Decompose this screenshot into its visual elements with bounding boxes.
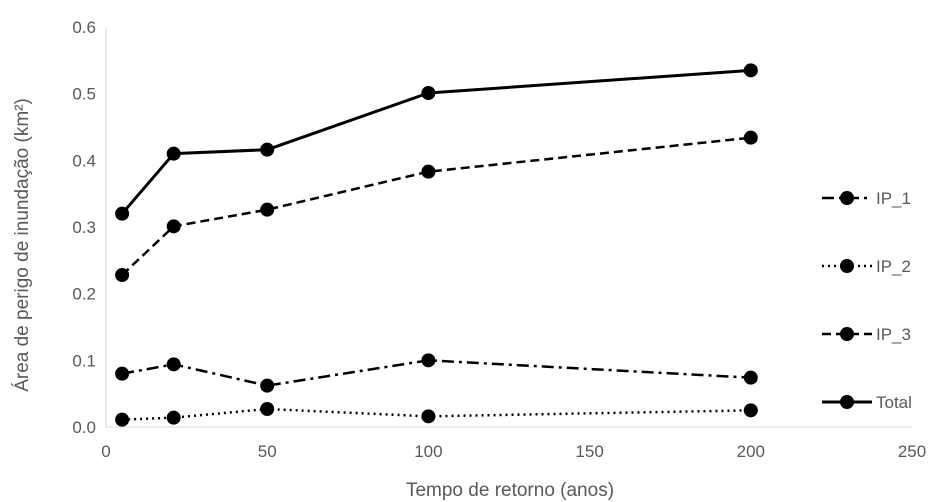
x-tick-label: 100 [414, 442, 442, 461]
data-point [260, 202, 275, 217]
legend-marker [840, 395, 854, 409]
legend-item: IP_1 [822, 189, 911, 208]
x-tick-labels: 0 50 100 150 200 250 [101, 442, 926, 461]
data-point [115, 366, 130, 381]
data-point [743, 370, 758, 385]
data-point [260, 402, 275, 416]
data-point [743, 130, 758, 145]
data-point [421, 409, 436, 424]
data-point [115, 268, 130, 282]
x-axis-title: Tempo de retorno (anos) [406, 480, 614, 501]
y-tick-label: 0.0 [72, 418, 96, 437]
legend-item: IP_2 [822, 257, 911, 276]
series-group [115, 63, 758, 427]
y-tick-label: 0.5 [72, 85, 96, 104]
legend-label: IP_2 [876, 257, 911, 276]
legend-label: IP_1 [876, 189, 911, 208]
series-ip-1 [115, 353, 758, 393]
data-point [421, 86, 436, 100]
series-total [115, 63, 758, 221]
series-line [121, 359, 751, 387]
legend-item: Total [822, 393, 912, 412]
data-point [421, 353, 436, 368]
y-tick-label: 0.2 [72, 285, 96, 304]
data-point [743, 63, 758, 78]
series-ip-2 [115, 402, 758, 427]
legend-marker [840, 191, 854, 205]
data-point [166, 410, 181, 425]
data-point [260, 378, 275, 393]
x-tick-label: 0 [101, 442, 110, 461]
legend-label: IP_3 [876, 325, 911, 344]
data-point [421, 164, 436, 179]
axes [105, 27, 912, 428]
legend-label: Total [876, 393, 912, 412]
data-point [115, 206, 130, 221]
y-tick-label: 0.1 [72, 351, 96, 370]
legend-marker [840, 327, 854, 341]
data-point [115, 412, 130, 427]
x-tick-label: 150 [575, 442, 603, 461]
data-point [166, 146, 181, 161]
legend-item: IP_3 [822, 325, 911, 344]
y-tick-label: 0.6 [72, 18, 96, 37]
series-ip-3 [115, 130, 758, 282]
data-point [166, 357, 181, 372]
x-tick-label: 200 [737, 442, 765, 461]
series-line [121, 136, 751, 276]
y-axis-title: Área de perigo de inundação (km²) [12, 98, 33, 392]
y-tick-labels: 0.0 0.1 0.2 0.3 0.4 0.5 0.6 [72, 18, 96, 437]
series-line [122, 407, 751, 421]
data-point [743, 403, 758, 418]
y-tick-label: 0.4 [72, 151, 96, 170]
x-tick-label: 50 [258, 442, 277, 461]
data-point [260, 142, 275, 157]
legend: IP_1 IP_2 IP_3 Total [822, 189, 912, 412]
x-tick-label: 250 [898, 442, 926, 461]
y-tick-label: 0.3 [72, 218, 96, 237]
legend-marker [840, 259, 854, 273]
series-line [120, 68, 751, 215]
data-point [166, 219, 181, 234]
